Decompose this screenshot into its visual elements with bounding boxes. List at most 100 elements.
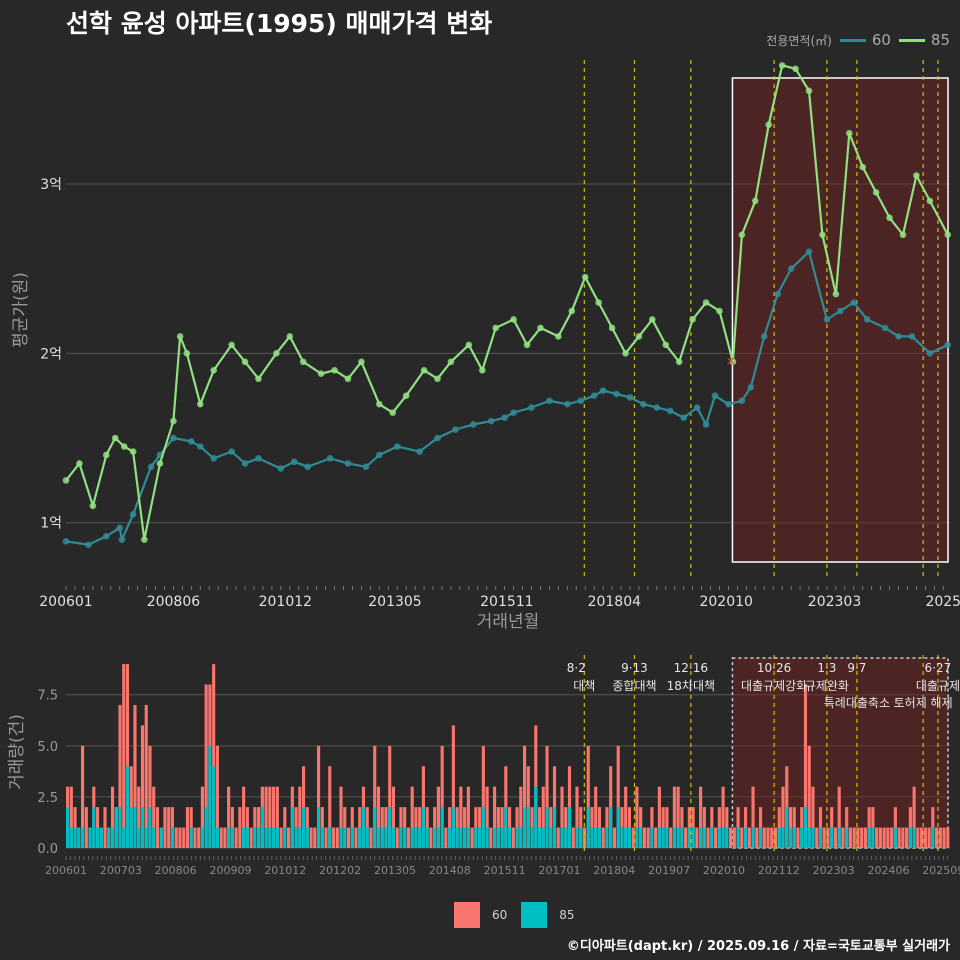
bar-60	[444, 827, 448, 848]
bar-85	[639, 827, 643, 848]
bar-85	[268, 827, 272, 848]
bar-85	[343, 827, 347, 848]
data-point-85	[537, 324, 544, 332]
data-point-85	[358, 358, 365, 366]
bar-85	[496, 827, 500, 848]
data-point-60	[344, 460, 352, 467]
bar-85	[721, 827, 725, 848]
bar-85	[665, 827, 669, 848]
bar-85	[493, 827, 497, 848]
bar-85	[702, 827, 706, 848]
bar-60	[470, 827, 474, 848]
bar-60	[676, 786, 680, 848]
bar-60	[766, 827, 770, 848]
data-point-85	[716, 307, 723, 315]
bar-85	[463, 827, 467, 848]
bar-60	[777, 807, 781, 848]
data-point-85	[420, 366, 428, 374]
data-point-60	[760, 333, 768, 340]
data-point-85	[751, 197, 759, 205]
legend-label-85: 85	[930, 31, 950, 49]
bar-60	[845, 807, 849, 848]
bar-60	[545, 745, 549, 848]
data-point-60	[362, 463, 370, 471]
bar-60	[69, 786, 73, 848]
data-point-85	[662, 341, 670, 349]
bar-60	[687, 807, 691, 848]
bar-85	[215, 827, 219, 848]
bar-60	[200, 786, 204, 848]
bar-85	[534, 786, 538, 848]
data-point-85	[913, 172, 920, 179]
bar-60	[230, 807, 234, 848]
bar-60	[238, 807, 242, 848]
legend-item-85[interactable]: 85	[898, 31, 950, 49]
data-point-85	[241, 358, 249, 366]
bar-60	[388, 745, 392, 848]
bar-85	[818, 827, 823, 848]
bar-60	[313, 827, 317, 848]
bar-60	[170, 807, 175, 848]
bar-85	[200, 827, 204, 848]
bar-60	[699, 786, 703, 848]
bar-60	[672, 786, 676, 848]
data-point-85	[255, 375, 262, 383]
bar-60	[740, 827, 744, 848]
bar-85	[837, 827, 841, 848]
policy-date-label: 6·27	[925, 661, 952, 675]
bar-60	[403, 807, 407, 848]
bar-85	[650, 827, 654, 848]
bar-60	[781, 786, 785, 848]
bar-85	[77, 827, 81, 848]
legend-line-swatch-85	[898, 38, 925, 42]
data-point-85	[331, 366, 338, 374]
bar-85	[541, 827, 545, 848]
legend-bar-label-60: 60	[492, 908, 508, 922]
bar-85	[320, 827, 324, 848]
data-point-85	[210, 366, 218, 374]
policy-date-label: 10·26	[757, 661, 791, 675]
bar-60	[511, 827, 515, 848]
bar-60	[758, 807, 763, 848]
bar-85	[620, 827, 624, 848]
bar-60	[339, 786, 343, 848]
bar-85	[245, 827, 249, 848]
legend-bar-item-85[interactable]: 85	[521, 902, 575, 928]
bar-60	[624, 786, 628, 848]
data-point-85	[510, 316, 517, 323]
bar-85	[657, 827, 661, 848]
bar-60	[605, 807, 609, 848]
bar-60	[249, 827, 253, 848]
bar-85	[290, 807, 294, 848]
data-point-60	[774, 290, 781, 298]
bar-85	[418, 827, 422, 848]
bar-85	[781, 827, 785, 848]
bar-85	[699, 827, 703, 848]
bar-85	[725, 827, 729, 848]
data-point-85	[792, 65, 799, 73]
bar-60	[616, 745, 620, 848]
bar-85	[80, 827, 85, 848]
data-point-60	[170, 434, 177, 442]
bar-60	[133, 704, 137, 848]
bar-85	[152, 827, 156, 848]
data-point-85	[819, 231, 826, 239]
data-point-85	[944, 231, 952, 239]
bar-85	[845, 827, 849, 848]
bar-85	[260, 807, 264, 848]
x-tick-label: 201804	[588, 594, 642, 610]
bar-85	[691, 827, 695, 848]
bar-85	[500, 827, 504, 848]
bar-60	[155, 807, 160, 848]
bar-60	[867, 807, 871, 848]
data-point-60	[290, 458, 298, 466]
bar-60	[350, 807, 354, 848]
data-point-85	[317, 370, 325, 377]
bar-85	[253, 827, 257, 848]
bar-60	[773, 827, 778, 848]
legend-item-60[interactable]: 60	[839, 31, 891, 49]
data-point-60	[196, 443, 204, 450]
data-point-60	[228, 448, 235, 455]
bar-85	[350, 827, 354, 848]
legend-bar-item-60[interactable]: 60	[454, 902, 507, 928]
